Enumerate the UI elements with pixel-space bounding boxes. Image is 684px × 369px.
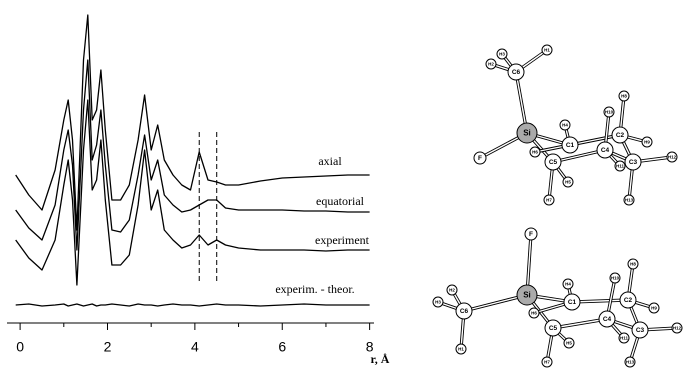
curve	[16, 100, 370, 285]
atom-label: Si	[523, 291, 531, 300]
molecule: Si F C1 C2 C3 C4 C5 C6 H1 H2 H3 H4 H5 H6 H7 H8 H9 H10 H11 H…	[433, 228, 682, 367]
x-tick-label: 6	[278, 339, 286, 355]
atom-label: H6	[531, 311, 537, 316]
curve-label: experim. - theor.	[275, 282, 354, 296]
curve	[16, 304, 370, 306]
atom-label: H10	[611, 276, 620, 281]
atom-label: C4	[603, 316, 612, 323]
atom-label: C6	[512, 69, 521, 76]
atom-label: C3	[636, 327, 645, 334]
atom-label: F	[478, 155, 482, 162]
atom-label: H13	[625, 198, 634, 203]
x-tick-label: 4	[191, 339, 199, 355]
x-tick-label: 0	[16, 339, 24, 355]
atom-label: C2	[624, 297, 633, 304]
atom-label: H13	[626, 360, 635, 365]
atom-label: F	[529, 231, 533, 238]
atom-label: Si	[523, 129, 531, 138]
atom-label: H3	[499, 52, 505, 57]
curve	[16, 60, 370, 250]
atom-label: H2	[488, 62, 494, 67]
atom-label: H3	[435, 300, 441, 305]
figure: 02468r, Åaxialequatorialexperimentexperi…	[0, 0, 684, 369]
atom-label: H2	[449, 288, 455, 293]
atom-label: C1	[566, 142, 575, 149]
atom-label: H6	[532, 150, 538, 155]
atom-label: H1	[458, 347, 464, 352]
atom-label: H8	[630, 262, 636, 267]
atom-label: H7	[544, 360, 550, 365]
atom-label: H10	[605, 110, 614, 115]
atom-label: H11	[616, 164, 625, 169]
atom-label: H5	[565, 180, 571, 185]
molecule: Si F C1 C2 C3 C4 C5 C6 H1 H2 H3 H4 H5 H6 H7 H8 H9 H10 H11 H…	[474, 45, 677, 205]
curve-label: equatorial	[316, 194, 365, 208]
curve-label: axial	[318, 154, 342, 168]
atom-label: H7	[546, 198, 552, 203]
x-axis-label: r, Å	[371, 352, 390, 366]
atom-label: C5	[549, 159, 558, 166]
atom-label: H9	[651, 306, 657, 311]
atom-label: H12	[668, 155, 677, 160]
atom-label: C4	[601, 147, 610, 154]
atom-label: C1	[568, 299, 577, 306]
atom-label: H9	[644, 140, 650, 145]
atom-label: C2	[616, 132, 625, 139]
atom-label: H5	[566, 341, 572, 346]
atom-label: H4	[562, 123, 568, 128]
atom-label: H4	[565, 282, 571, 287]
atom-label: H8	[621, 94, 627, 99]
curve-label: experiment	[315, 233, 370, 247]
atom-label: H11	[620, 336, 629, 341]
atom-label: C6	[460, 308, 469, 315]
atom-label: C5	[549, 325, 558, 332]
atom-label: H12	[673, 326, 682, 331]
atom-label: H1	[544, 48, 550, 53]
x-tick-label: 2	[104, 339, 112, 355]
atom-label: C3	[629, 159, 638, 166]
